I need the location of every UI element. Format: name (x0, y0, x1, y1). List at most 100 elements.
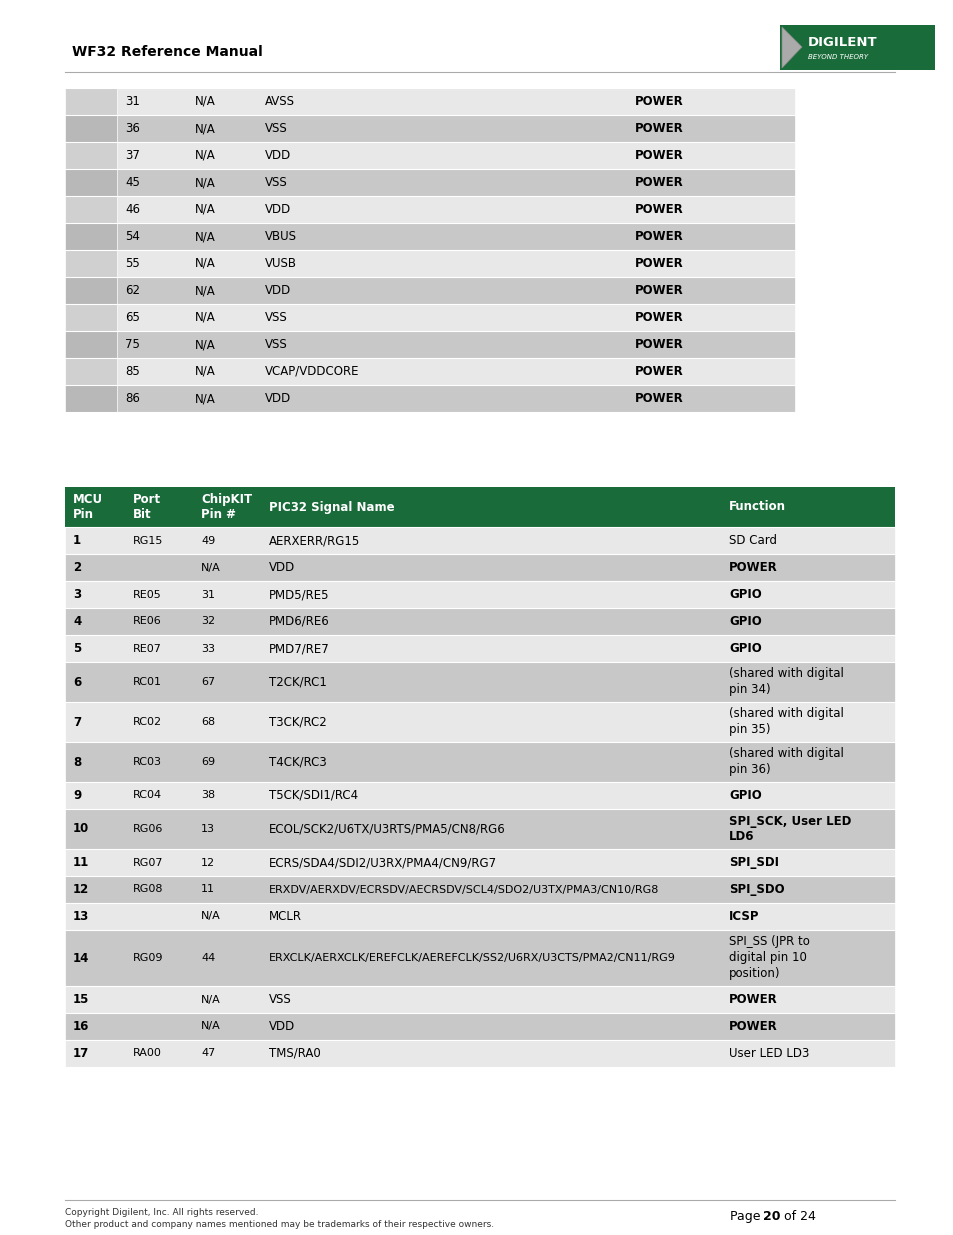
Text: POWER: POWER (635, 95, 683, 107)
Bar (65, 986, 894, 1013)
Bar (780, 25, 934, 70)
Text: RC03: RC03 (132, 757, 162, 767)
Text: POWER: POWER (635, 311, 683, 324)
Text: 8: 8 (73, 756, 81, 768)
Text: BEYOND THEORY: BEYOND THEORY (807, 54, 867, 61)
Text: VDD: VDD (265, 203, 291, 216)
Text: 49: 49 (201, 536, 215, 546)
Bar (65, 142, 117, 169)
Text: T3CK/RC2: T3CK/RC2 (269, 715, 327, 729)
Text: 45: 45 (125, 177, 140, 189)
Text: N/A: N/A (194, 391, 215, 405)
Bar (65, 385, 794, 412)
Bar (65, 487, 894, 527)
Bar (65, 196, 794, 224)
Text: 13: 13 (73, 910, 90, 923)
Bar (65, 358, 117, 385)
Text: N/A: N/A (194, 284, 215, 296)
Text: POWER: POWER (635, 149, 683, 162)
Text: AVSS: AVSS (265, 95, 294, 107)
Text: 13: 13 (201, 824, 214, 834)
Text: DIGILENT: DIGILENT (807, 36, 877, 48)
Text: PMD5/RE5: PMD5/RE5 (269, 588, 329, 601)
Text: RG09: RG09 (132, 953, 163, 963)
Text: 47: 47 (201, 1049, 215, 1058)
Bar (65, 331, 794, 358)
Text: MCLR: MCLR (269, 910, 302, 923)
Bar (65, 608, 894, 635)
Text: GPIO: GPIO (728, 588, 760, 601)
Bar (65, 635, 894, 662)
Text: POWER: POWER (635, 177, 683, 189)
Text: N/A: N/A (201, 562, 220, 573)
Text: VUSB: VUSB (265, 257, 296, 270)
Text: RG06: RG06 (132, 824, 163, 834)
Bar (65, 169, 117, 196)
Text: 11: 11 (73, 856, 90, 869)
Text: N/A: N/A (201, 1021, 220, 1031)
Text: 69: 69 (201, 757, 214, 767)
Bar (65, 358, 794, 385)
Text: VSS: VSS (265, 311, 288, 324)
Text: RE07: RE07 (132, 643, 162, 653)
Text: 32: 32 (201, 616, 214, 626)
Text: 17: 17 (73, 1047, 90, 1060)
Text: VSS: VSS (269, 993, 292, 1007)
Text: VDD: VDD (265, 391, 291, 405)
Text: 54: 54 (125, 230, 140, 243)
Text: 44: 44 (201, 953, 215, 963)
Text: 62: 62 (125, 284, 140, 296)
Bar (65, 385, 117, 412)
Text: SPI_SCK, User LED
LD6: SPI_SCK, User LED LD6 (728, 815, 850, 844)
Text: T5CK/SDI1/RC4: T5CK/SDI1/RC4 (269, 789, 357, 802)
Bar (65, 701, 894, 742)
Text: VDD: VDD (265, 149, 291, 162)
Text: Port
Bit: Port Bit (132, 493, 161, 521)
Text: VDD: VDD (269, 1020, 294, 1032)
Text: N/A: N/A (194, 338, 215, 351)
Bar (65, 1040, 894, 1067)
Bar (65, 742, 894, 782)
Text: POWER: POWER (635, 230, 683, 243)
Text: VSS: VSS (265, 177, 288, 189)
Text: MCU
Pin: MCU Pin (73, 493, 103, 521)
Bar (65, 169, 794, 196)
Text: POWER: POWER (635, 203, 683, 216)
Text: 7: 7 (73, 715, 81, 729)
Text: 5: 5 (73, 642, 81, 655)
Text: POWER: POWER (635, 338, 683, 351)
Text: 65: 65 (125, 311, 140, 324)
Bar (65, 115, 794, 142)
Text: VDD: VDD (269, 561, 294, 574)
Text: 37: 37 (125, 149, 140, 162)
Text: N/A: N/A (194, 366, 215, 378)
Text: POWER: POWER (635, 366, 683, 378)
Text: 1: 1 (73, 534, 81, 547)
Text: 31: 31 (201, 589, 214, 599)
Text: PMD7/RE7: PMD7/RE7 (269, 642, 330, 655)
Bar (65, 196, 117, 224)
Text: 9: 9 (73, 789, 81, 802)
Text: ChipKIT
Pin #: ChipKIT Pin # (201, 493, 252, 521)
Text: GPIO: GPIO (728, 642, 760, 655)
Text: POWER: POWER (728, 993, 777, 1007)
Text: RC02: RC02 (132, 718, 162, 727)
Text: RC04: RC04 (132, 790, 162, 800)
Text: N/A: N/A (194, 122, 215, 135)
Text: PIC32 Signal Name: PIC32 Signal Name (269, 500, 395, 514)
Text: Other product and company names mentioned may be trademarks of their respective : Other product and company names mentione… (65, 1220, 494, 1229)
Text: RE06: RE06 (132, 616, 162, 626)
Text: POWER: POWER (635, 122, 683, 135)
Bar (65, 88, 117, 115)
Text: GPIO: GPIO (728, 789, 760, 802)
Text: ECOL/SCK2/U6TX/U3RTS/PMA5/CN8/RG6: ECOL/SCK2/U6TX/U3RTS/PMA5/CN8/RG6 (269, 823, 505, 836)
Text: 31: 31 (125, 95, 140, 107)
Bar (65, 580, 894, 608)
Bar (65, 930, 894, 986)
Text: GPIO: GPIO (728, 615, 760, 629)
Text: Function: Function (728, 500, 785, 514)
Text: VSS: VSS (265, 122, 288, 135)
Text: 10: 10 (73, 823, 90, 836)
Text: 68: 68 (201, 718, 214, 727)
Text: N/A: N/A (194, 149, 215, 162)
